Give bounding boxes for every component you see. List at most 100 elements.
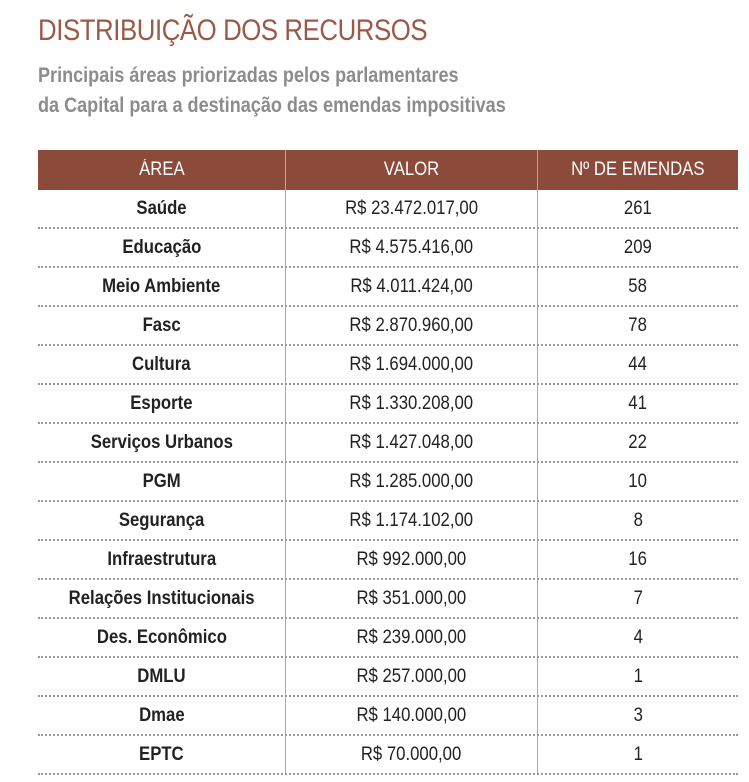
table-cell-text: 10: [628, 470, 648, 492]
table-cell: R$ 1.330.208,00: [285, 385, 538, 422]
table-cell: R$ 140.000,00: [285, 697, 538, 734]
table-cell: R$ 992.000,00: [285, 541, 538, 578]
table-cell: R$ 1.427.048,00: [285, 424, 538, 461]
table-cell-text: Des. Econômico: [96, 626, 227, 648]
table-cell-text: R$ 1.174.102,00: [349, 509, 474, 531]
table-cell-text: Serviços Urbanos: [90, 431, 233, 453]
table-cell: 44: [538, 346, 738, 383]
table-row: Educação R$ 4.575.416,00 209: [38, 229, 738, 268]
table-cell: R$ 1.174.102,00: [285, 502, 538, 539]
table-row: PGM R$ 1.285.000,00 10: [38, 463, 738, 502]
table-cell: 16: [538, 541, 738, 578]
table-cell-text: R$ 1.285.000,00: [349, 470, 474, 492]
table-cell: R$ 23.472.017,00: [285, 190, 538, 227]
table-row: Serviços Urbanos R$ 1.427.048,00 22: [38, 424, 738, 463]
table-cell-text: 78: [628, 314, 648, 336]
table-cell-text: 44: [628, 353, 648, 375]
table-cell: 22: [538, 424, 738, 461]
table-cell: Saúde: [38, 190, 285, 227]
table: ÁREA VALOR Nº DE EMENDAS Saúde R$ 23.472.017…: [38, 150, 738, 775]
table-cell: R$ 4.575.416,00: [285, 229, 538, 266]
table-cell: Des. Econômico: [38, 619, 285, 656]
table-cell-text: 16: [628, 548, 648, 570]
table-cell-text: 58: [628, 275, 648, 297]
table-cell: 1: [538, 658, 738, 695]
table-cell: 8: [538, 502, 738, 539]
table-row: Saúde R$ 23.472.017,00 261: [38, 190, 738, 229]
header-cell: Nº DE EMENDAS: [538, 150, 738, 190]
table-cell: R$ 1.285.000,00: [285, 463, 538, 500]
table-cell: 78: [538, 307, 738, 344]
table-cell: R$ 257.000,00: [285, 658, 538, 695]
table-row: Dmae R$ 140.000,00 3: [38, 697, 738, 736]
table-cell: Cultura: [38, 346, 285, 383]
table-row: Fasc R$ 2.870.960,00 78: [38, 307, 738, 346]
table-cell-text: 7: [633, 587, 643, 609]
header-cell-text: ÁREA: [138, 159, 185, 180]
table-cell-text: PGM: [142, 470, 181, 492]
table-cell-text: 4: [633, 626, 643, 648]
table-cell: Serviços Urbanos: [38, 424, 285, 461]
table-cell-text: Dmae: [138, 704, 185, 726]
table-cell-text: 261: [624, 197, 652, 219]
table-cell-text: Educação: [121, 236, 201, 258]
table-cell-text: R$ 1.694.000,00: [349, 353, 474, 375]
table-cell-text: R$ 1.427.048,00: [349, 431, 474, 453]
table-cell-text: 209: [624, 236, 652, 258]
subtitle-line: Principais áreas priorizadas pelos parla…: [38, 64, 459, 87]
table-cell: R$ 1.694.000,00: [285, 346, 538, 383]
table-cell: R$ 4.011.424,00: [285, 268, 538, 305]
header-row: ÁREA VALOR Nº DE EMENDAS: [38, 150, 738, 190]
table-cell: Educação: [38, 229, 285, 266]
table-cell: 261: [538, 190, 738, 227]
table-cell: Infraestrutura: [38, 541, 285, 578]
table-cell: R$ 2.870.960,00: [285, 307, 538, 344]
table-cell: 7: [538, 580, 738, 617]
table-cell: PGM: [38, 463, 285, 500]
table-cell-text: Relações Institucionais: [68, 587, 255, 609]
table-cell-text: R$ 4.575.416,00: [349, 236, 474, 258]
table-cell-text: R$ 351.000,00: [356, 587, 467, 609]
table-cell: DMLU: [38, 658, 285, 695]
table-cell-text: 22: [628, 431, 648, 453]
table-cell-text: Cultura: [132, 353, 191, 375]
table-cell: 10: [538, 463, 738, 500]
table-cell-text: 8: [633, 509, 643, 531]
table-cell: 58: [538, 268, 738, 305]
table-cell-text: DMLU: [137, 665, 186, 687]
table-cell: Relações Institucionais: [38, 580, 285, 617]
table-row: Cultura R$ 1.694.000,00 44: [38, 346, 738, 385]
table-row: EPTC R$ 70.000,00 1: [38, 736, 738, 775]
table-cell-text: R$ 70.000,00: [361, 743, 462, 765]
table-cell-text: Infraestrutura: [107, 548, 216, 570]
table-cell: EPTC: [38, 736, 285, 773]
table-cell-text: R$ 4.011.424,00: [350, 275, 473, 297]
table-cell-text: Saúde: [136, 197, 187, 219]
header-cell-text: Nº DE EMENDAS: [571, 159, 705, 180]
header-cell-text: VALOR: [383, 159, 440, 180]
table-row: DMLU R$ 257.000,00 1: [38, 658, 738, 697]
header-cell: ÁREA: [38, 150, 285, 190]
table-cell-text: 1: [633, 665, 643, 687]
table-cell: Dmae: [38, 697, 285, 734]
table-cell-text: R$ 1.330.208,00: [349, 392, 474, 414]
table-cell-text: 3: [633, 704, 643, 726]
table-cell: Fasc: [38, 307, 285, 344]
table-cell-text: 1: [633, 743, 643, 765]
title: DISTRIBUIÇÃO DOS RECURSOS: [38, 14, 428, 47]
header-cell: VALOR: [285, 150, 538, 190]
table-cell-text: EPTC: [139, 743, 184, 765]
table-row: Segurança R$ 1.174.102,00 8: [38, 502, 738, 541]
table-cell-text: Esporte: [130, 392, 193, 414]
table-cell-text: Fasc: [142, 314, 181, 336]
table-cell-text: Segurança: [118, 509, 205, 531]
table-cell-text: R$ 23.472.017,00: [345, 197, 478, 219]
table-cell-text: R$ 2.870.960,00: [349, 314, 474, 336]
subtitle-line: da Capital para a destinação das emendas…: [38, 94, 506, 117]
table-cell: R$ 239.000,00: [285, 619, 538, 656]
table-cell: 209: [538, 229, 738, 266]
table-cell: 41: [538, 385, 738, 422]
table-row: Des. Econômico R$ 239.000,00 4: [38, 619, 738, 658]
table-row: Meio Ambiente R$ 4.011.424,00 58: [38, 268, 738, 307]
